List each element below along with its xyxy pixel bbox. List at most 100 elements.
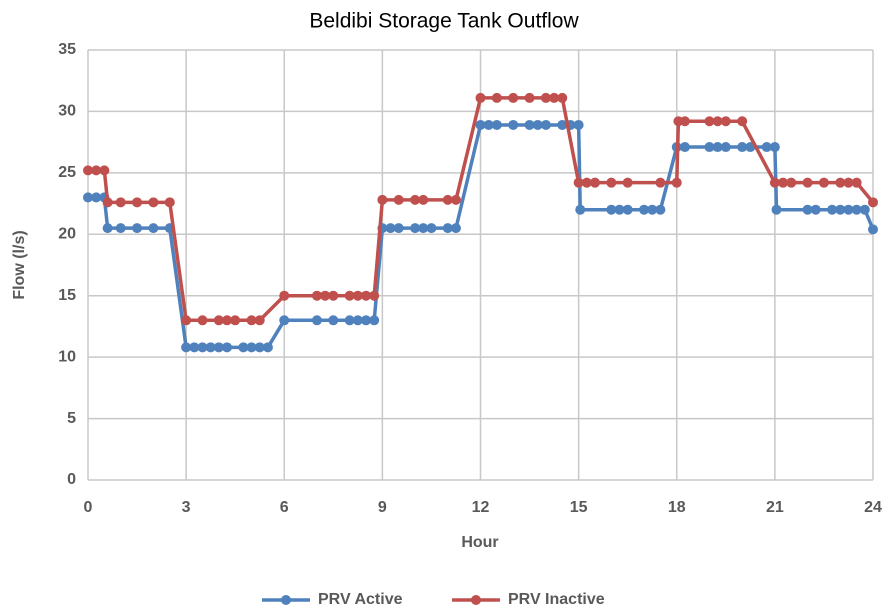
data-point (589, 177, 600, 188)
data-point (254, 342, 265, 353)
data-point (115, 223, 126, 234)
data-point (622, 204, 633, 215)
x-tick-label: 9 (378, 499, 387, 516)
data-point (679, 116, 690, 127)
data-point (393, 223, 404, 234)
data-point (320, 290, 331, 301)
data-point (508, 119, 519, 130)
data-point (352, 290, 363, 301)
x-tick-label: 18 (668, 499, 686, 516)
data-point (450, 194, 461, 205)
data-point (712, 142, 723, 153)
data-point (720, 142, 731, 153)
legend-marker (281, 595, 291, 605)
data-point (238, 342, 249, 353)
data-point (475, 119, 486, 130)
data-point (213, 315, 224, 326)
data-point (622, 177, 633, 188)
data-point (491, 92, 502, 103)
data-point (843, 177, 854, 188)
x-tick-label: 24 (864, 499, 882, 516)
data-point (418, 223, 429, 234)
data-point (115, 197, 126, 208)
data-point (91, 192, 102, 203)
data-point (835, 204, 846, 215)
x-tick-label: 15 (570, 499, 588, 516)
data-point (450, 223, 461, 234)
data-point (810, 204, 821, 215)
data-point (524, 92, 535, 103)
data-point (230, 315, 241, 326)
data-point (818, 177, 829, 188)
data-point (679, 142, 690, 153)
data-point (189, 342, 200, 353)
data-point (868, 224, 878, 235)
data-point (442, 194, 453, 205)
data-point (262, 342, 273, 353)
data-point (246, 342, 257, 353)
data-point (524, 119, 535, 130)
data-point (581, 177, 592, 188)
data-point (786, 177, 797, 188)
x-tick-label: 21 (766, 499, 784, 516)
data-point (557, 92, 568, 103)
data-point (222, 342, 233, 353)
data-point (410, 223, 421, 234)
data-point (769, 177, 780, 188)
y-tick-label: 25 (58, 164, 76, 181)
data-point (91, 165, 102, 176)
data-point (181, 315, 192, 326)
data-point (102, 197, 113, 208)
y-tick-label: 0 (67, 471, 76, 488)
data-point (222, 315, 233, 326)
data-point (311, 290, 322, 301)
data-point (827, 204, 838, 215)
data-point (148, 223, 159, 234)
data-point (254, 315, 265, 326)
data-point (102, 223, 113, 234)
data-point (540, 119, 551, 130)
data-point (426, 223, 437, 234)
data-point (385, 223, 396, 234)
data-point (868, 197, 878, 208)
data-point (410, 194, 421, 205)
data-point (771, 204, 782, 215)
data-point (181, 342, 192, 353)
data-point (859, 204, 870, 215)
data-point (279, 290, 290, 301)
data-point (557, 119, 568, 130)
data-point (655, 177, 666, 188)
y-tick-label: 5 (67, 410, 76, 427)
data-point (344, 290, 355, 301)
data-point (369, 290, 380, 301)
data-point (540, 92, 551, 103)
y-tick-label: 10 (58, 348, 76, 365)
data-point (205, 342, 216, 353)
data-point (328, 290, 339, 301)
data-point (279, 315, 290, 326)
data-point (575, 204, 586, 215)
data-point (377, 194, 388, 205)
data-point (491, 119, 502, 130)
y-tick-label: 20 (58, 226, 76, 243)
data-point (83, 192, 93, 203)
y-axis-label: Flow (l/s) (11, 230, 28, 299)
legend-marker (471, 595, 481, 605)
data-point (197, 315, 208, 326)
y-tick-label: 15 (58, 287, 76, 304)
data-point (246, 315, 257, 326)
data-point (442, 223, 453, 234)
data-point (737, 142, 748, 153)
data-point (475, 92, 486, 103)
chart-title: Beldibi Storage Tank Outflow (309, 10, 579, 33)
data-point (483, 119, 494, 130)
data-point (606, 177, 617, 188)
data-point (132, 197, 143, 208)
data-point (802, 204, 813, 215)
data-point (573, 177, 584, 188)
data-point (83, 165, 93, 176)
data-point (737, 116, 748, 127)
data-point (361, 290, 372, 301)
data-point (778, 177, 789, 188)
data-point (344, 315, 355, 326)
